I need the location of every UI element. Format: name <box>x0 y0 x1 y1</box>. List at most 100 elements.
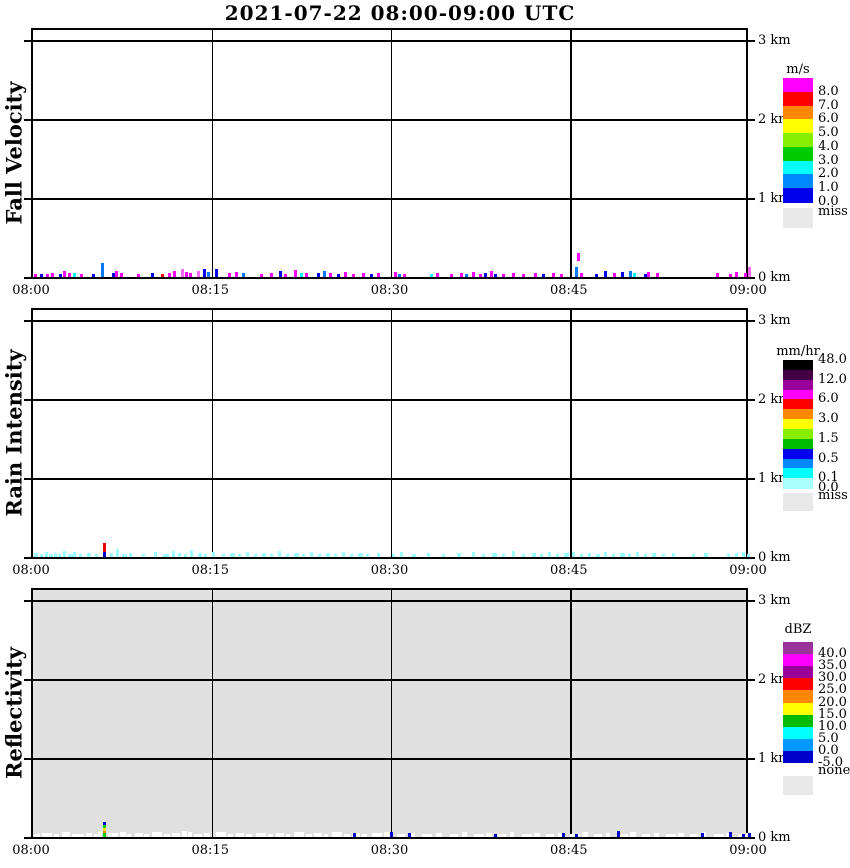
colorbar-label: 5.0 <box>818 730 839 746</box>
colorbar-label: 10.0 <box>818 718 847 734</box>
data-mark <box>479 274 482 277</box>
colorbar-segment <box>783 105 813 120</box>
data-mark <box>256 833 266 837</box>
data-mark <box>260 274 263 277</box>
data-mark <box>352 274 355 277</box>
data-mark <box>68 554 73 557</box>
data-mark <box>103 831 106 834</box>
height-tick-right <box>748 399 755 401</box>
colorbar-label: 0.0 <box>818 742 839 758</box>
time-label: 08:30 <box>370 283 409 298</box>
colorbar-label: -5.0 <box>818 755 844 770</box>
data-mark <box>103 543 106 552</box>
data-mark <box>306 834 312 837</box>
data-mark <box>182 831 187 837</box>
data-mark <box>294 270 297 277</box>
data-mark <box>430 274 433 277</box>
data-mark <box>246 552 249 557</box>
colorbar-segment <box>783 678 813 691</box>
colorbar-segment <box>783 478 813 489</box>
data-mark <box>729 274 732 277</box>
data-mark <box>63 271 66 277</box>
data-mark <box>120 832 126 837</box>
colorbar-segment <box>783 690 813 703</box>
colorbar-segment <box>783 119 813 134</box>
colorbar-segment <box>783 738 813 752</box>
data-mark <box>540 554 543 557</box>
data-mark <box>482 554 485 557</box>
data-mark <box>294 832 304 837</box>
data-mark <box>436 833 442 837</box>
data-mark <box>621 272 624 277</box>
data-mark <box>317 273 320 277</box>
data-mark <box>352 833 360 837</box>
data-mark <box>79 554 82 557</box>
data-mark <box>575 834 578 837</box>
plot-area-fall-velocity <box>31 28 751 279</box>
data-mark <box>572 552 575 557</box>
colorbar-title: dBZ <box>784 622 812 637</box>
data-mark <box>152 832 162 837</box>
data-mark <box>212 552 215 557</box>
colorbar-label: 1.0 <box>818 180 839 196</box>
time-label: 08:15 <box>191 563 229 578</box>
data-mark <box>577 253 580 261</box>
ylabel-rain-intensity: Rain Intensity <box>1 349 27 517</box>
height-tick-left <box>24 198 31 200</box>
data-mark <box>151 273 154 277</box>
data-mark <box>472 552 475 557</box>
data-mark <box>510 832 514 837</box>
height-gridline <box>33 758 746 760</box>
data-mark <box>344 834 350 837</box>
data-mark <box>633 273 636 277</box>
colorbar-label: 7.0 <box>818 97 839 113</box>
data-mark <box>644 274 647 277</box>
data-mark <box>73 273 76 277</box>
data-mark <box>522 274 525 277</box>
data-mark <box>490 271 493 277</box>
colorbar-segment <box>783 146 813 162</box>
data-mark <box>194 834 202 837</box>
data-mark <box>189 273 192 277</box>
data-mark <box>51 273 54 277</box>
height-gridline <box>33 399 746 401</box>
data-mark <box>164 834 170 837</box>
data-mark <box>735 272 738 277</box>
colorbar-label: 8.0 <box>818 83 839 99</box>
data-mark <box>46 274 49 277</box>
data-mark <box>442 554 445 557</box>
data-mark <box>238 554 241 557</box>
data-mark <box>701 833 704 837</box>
data-mark <box>34 834 40 837</box>
colorbar-segment <box>783 750 813 764</box>
colorbar-label: 12.0 <box>818 371 847 387</box>
data-mark <box>366 554 369 557</box>
data-mark <box>276 833 284 837</box>
time-gridline <box>390 30 393 277</box>
colorbar-label: 0.1 <box>818 470 839 486</box>
time-label: 08:00 <box>12 563 50 578</box>
colorbar-title: m/s <box>786 62 810 77</box>
colorbar-label: 4.0 <box>818 138 839 154</box>
data-mark <box>502 554 505 557</box>
data-mark <box>178 553 181 557</box>
data-mark <box>377 273 380 277</box>
data-mark <box>564 553 569 557</box>
colorbar-missing-label: miss <box>818 204 848 219</box>
data-mark <box>656 273 659 277</box>
data-mark <box>103 552 106 557</box>
height-tick-left <box>24 679 31 681</box>
data-mark <box>120 273 123 277</box>
colorbar-segment <box>783 174 813 189</box>
data-mark <box>163 554 169 557</box>
data-mark <box>502 274 505 277</box>
height-tick-left <box>24 40 31 42</box>
data-mark <box>398 274 401 277</box>
data-mark <box>735 553 738 557</box>
data-mark <box>384 832 390 837</box>
height-label: 2 km <box>758 392 791 407</box>
colorbar-label: 20.0 <box>818 694 847 710</box>
data-mark <box>326 553 330 557</box>
data-mark <box>558 833 563 837</box>
colorbar-segment <box>783 360 813 371</box>
